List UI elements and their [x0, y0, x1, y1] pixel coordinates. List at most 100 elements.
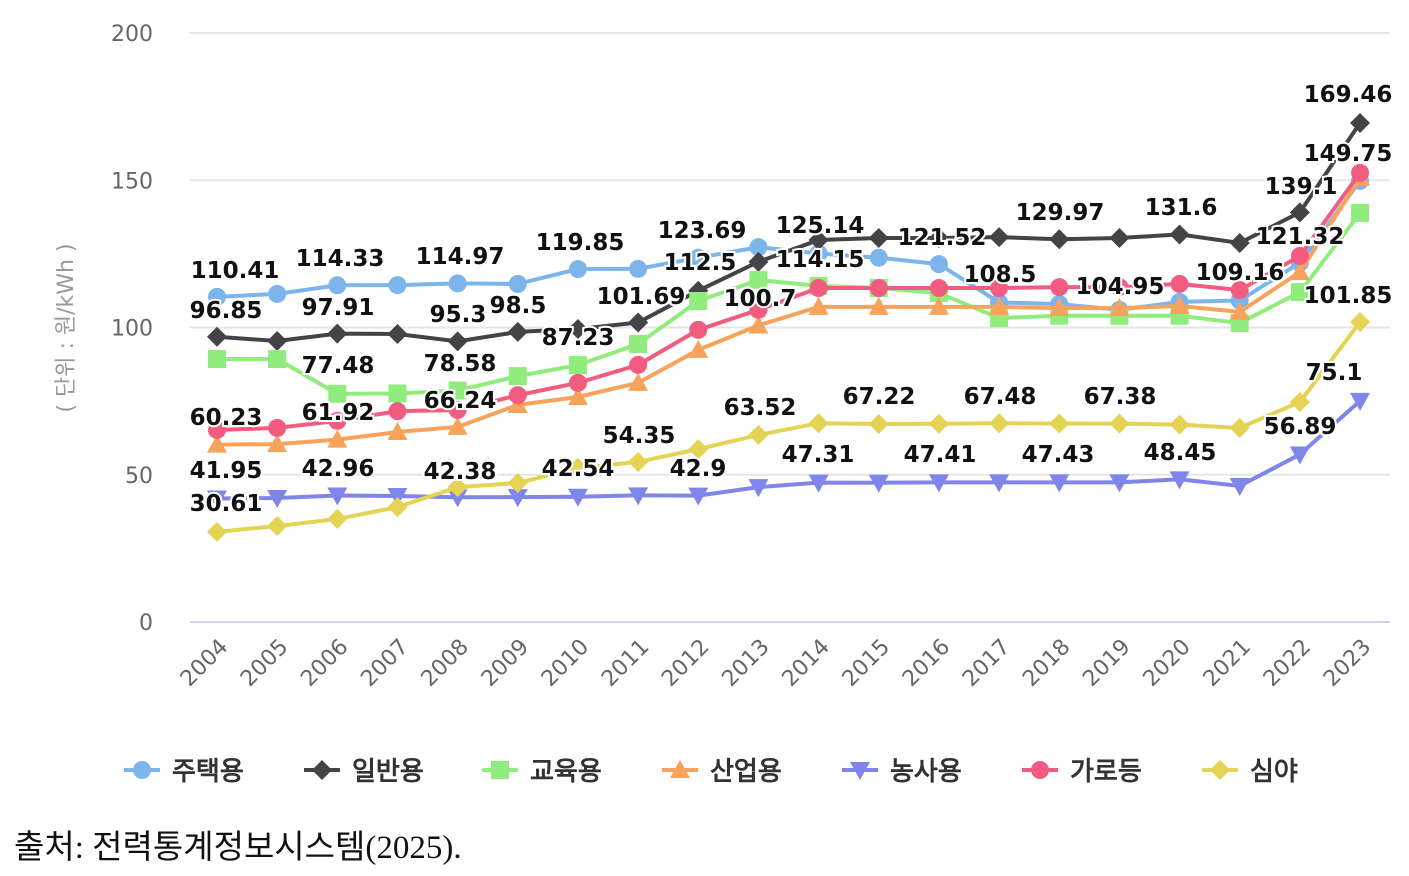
data-label: 131.6 [1145, 195, 1218, 221]
legend-item[interactable]: 심야 [1202, 757, 1298, 787]
data-label: 67.38 [1084, 384, 1157, 410]
data-label: 48.45 [1144, 440, 1217, 466]
data-point [1169, 471, 1190, 490]
data-point [387, 323, 408, 344]
data-point [749, 300, 768, 319]
data-point [328, 276, 347, 295]
data-point [1230, 281, 1249, 300]
data-point [447, 477, 468, 498]
data-point [1169, 296, 1190, 315]
data-label: 108.5 [964, 262, 1037, 288]
data-point [1350, 392, 1371, 411]
x-tick-label: 2016 [898, 635, 955, 692]
data-point [267, 515, 288, 536]
legend-marker-icon [312, 760, 332, 780]
x-tick-label: 2020 [1139, 635, 1196, 692]
data-label: 87.23 [542, 325, 615, 351]
data-point [869, 248, 888, 267]
series-line [216, 176, 1362, 447]
data-label: 67.48 [964, 384, 1037, 410]
series-line [216, 171, 1362, 432]
x-tick-label: 2007 [356, 635, 413, 692]
data-point [448, 381, 467, 400]
data-point [387, 487, 408, 506]
data-point [567, 387, 588, 406]
data-label: 129.97 [1016, 200, 1105, 226]
data-label: 101.85 [1304, 283, 1393, 309]
data-point [1351, 203, 1370, 222]
data-point [629, 355, 648, 374]
data-label: 61.92 [302, 400, 375, 426]
data-point [568, 260, 587, 279]
data-point [388, 402, 407, 421]
data-point [207, 326, 227, 347]
data-point [809, 279, 828, 298]
data-point [387, 497, 408, 518]
x-tick-label: 2021 [1199, 635, 1256, 692]
data-label: 56.89 [1264, 414, 1337, 440]
data-point [1109, 227, 1130, 248]
legend-item[interactable]: 가로등 [1022, 757, 1142, 787]
data-point [1350, 312, 1371, 333]
data-point [1169, 414, 1190, 435]
data-point [1289, 262, 1310, 281]
data-point [447, 489, 468, 508]
data-point [327, 508, 348, 529]
data-label: 41.95 [190, 458, 263, 484]
series-line [216, 399, 1362, 501]
data-point [507, 472, 528, 493]
data-point [207, 434, 227, 453]
data-point [629, 334, 648, 353]
x-tick-label: 2008 [417, 635, 474, 692]
data-point [207, 521, 227, 542]
data-label: 67.22 [843, 384, 916, 410]
legend-label: 일반용 [352, 757, 424, 787]
data-point [448, 274, 467, 293]
legend-label: 가로등 [1070, 757, 1142, 787]
data-label: 110.41 [191, 258, 280, 284]
data-point [928, 474, 949, 493]
data-point [567, 318, 588, 339]
x-tick-label: 2005 [236, 635, 293, 692]
data-label: 104.95 [1076, 274, 1165, 300]
data-label: 96.85 [190, 298, 263, 324]
data-point [928, 413, 949, 434]
data-point [688, 487, 709, 506]
data-point [748, 479, 769, 498]
data-point [629, 259, 648, 278]
legend-item[interactable]: 산업용 [662, 757, 782, 787]
data-point [207, 490, 227, 509]
data-point [868, 414, 889, 435]
data-label: 30.61 [190, 491, 263, 517]
data-point [267, 434, 288, 453]
y-tick-label: 150 [111, 169, 153, 194]
legend-item[interactable]: 교육용 [482, 757, 602, 787]
data-point [208, 350, 226, 369]
data-point [989, 296, 1010, 315]
series-line [216, 121, 1362, 344]
data-label: 47.43 [1022, 442, 1095, 468]
legend-item[interactable]: 일반용 [304, 757, 424, 787]
data-point [689, 291, 708, 310]
legend-item[interactable]: 주택용 [124, 757, 244, 787]
data-point [1229, 417, 1250, 438]
data-point [328, 411, 347, 430]
series-line [216, 320, 1362, 534]
data-point [748, 251, 769, 272]
legend-item[interactable]: 농사용 [842, 757, 962, 787]
data-point [989, 227, 1010, 248]
data-point [447, 416, 468, 435]
data-point [809, 244, 828, 263]
data-label: 100.7 [724, 286, 797, 312]
x-tick-label: 2018 [1018, 635, 1075, 692]
series-심야 [207, 312, 1371, 542]
data-label: 75.1 [1306, 360, 1363, 386]
data-label: 42.96 [302, 456, 375, 482]
data-label: 114.33 [296, 246, 385, 272]
legend-label: 교육용 [530, 757, 602, 787]
data-point [1351, 163, 1370, 182]
data-label: 47.41 [904, 442, 977, 468]
legend-label: 산업용 [710, 757, 782, 787]
data-point [1109, 474, 1130, 493]
data-point [208, 420, 226, 439]
